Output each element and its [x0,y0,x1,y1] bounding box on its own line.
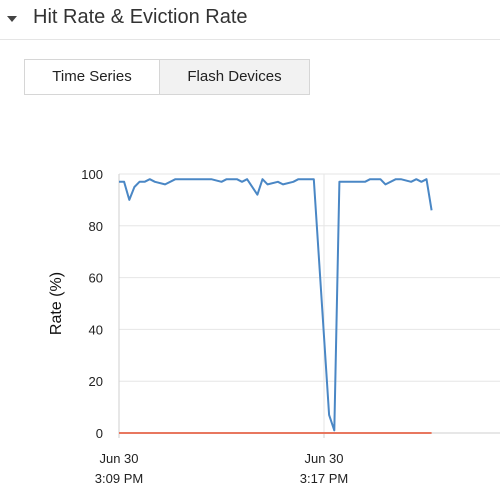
chart-svg: 0 20 40 60 80 100 Jun 30 3:09 PM Jun 30 3:17 PM Ra… [48,167,500,486]
y-tick-label: 100 [81,167,103,182]
y-tick-label: 40 [89,322,103,337]
x-tick-label-time: 3:17 PM [300,471,348,486]
section-header: Hit Rate & Eviction Rate [0,0,500,40]
section-title: Hit Rate & Eviction Rate [33,6,248,28]
y-tick-label: 0 [96,426,103,441]
y-tick-label: 60 [89,271,103,286]
tab-time-series[interactable]: Time Series [24,59,160,95]
hit-rate-chart: 0 20 40 60 80 100 Jun 30 3:09 PM Jun 30 3:17 PM Ra… [0,110,500,488]
x-tick-label-date: Jun 30 [99,451,138,466]
y-tick-label: 20 [89,374,103,389]
caret-down-icon[interactable] [6,13,18,25]
y-tick-label: 80 [89,219,103,234]
hit-rate-line [119,178,433,432]
y-axis-label: Rate (%) [48,272,65,335]
tab-flash-devices[interactable]: Flash Devices [159,59,310,95]
x-tick-label-time: 3:09 PM [95,471,143,486]
x-tick-label-date: Jun 30 [304,451,343,466]
